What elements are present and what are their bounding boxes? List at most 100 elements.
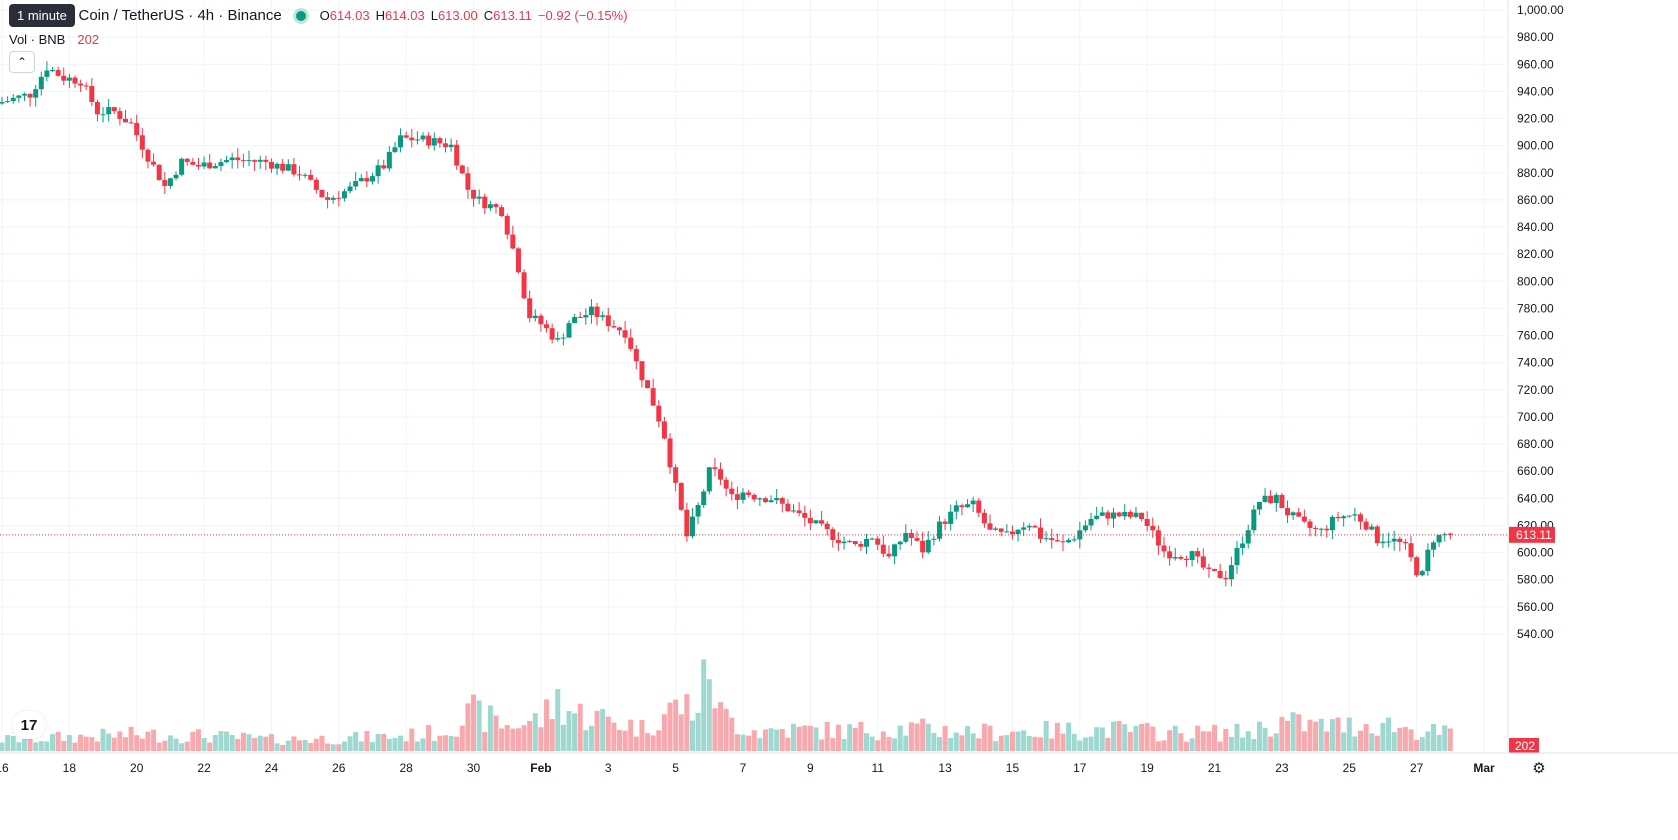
candle-body xyxy=(1032,525,1038,528)
candle-body xyxy=(1414,557,1420,576)
volume-bar xyxy=(903,735,909,751)
volume-bar xyxy=(1071,733,1077,751)
candle-body xyxy=(94,102,100,115)
volume-bar xyxy=(1088,736,1094,751)
volume-bar xyxy=(313,738,319,751)
candle-body xyxy=(847,541,853,543)
candle-body xyxy=(274,163,280,169)
candle-body xyxy=(1234,547,1240,566)
candle-body xyxy=(195,164,201,167)
last-price-badge[interactable] xyxy=(1509,526,1555,543)
tradingview-logo[interactable]: 17 xyxy=(12,711,46,739)
volume-bar xyxy=(1301,731,1307,751)
volume-bar xyxy=(953,732,959,751)
candle-body xyxy=(1447,533,1453,535)
candle-body xyxy=(117,111,123,119)
candle-body xyxy=(1122,511,1128,517)
volume-bar xyxy=(1290,712,1296,751)
collapse-legend-button[interactable]: ⌃ xyxy=(9,51,35,73)
volume-bar xyxy=(123,737,128,751)
candle-body xyxy=(364,178,370,182)
candle-body xyxy=(1212,568,1218,571)
volume-bar xyxy=(751,730,757,751)
candle-body xyxy=(482,196,488,209)
volume-bar xyxy=(1200,731,1206,751)
volume-bar xyxy=(633,736,639,751)
candle-body xyxy=(807,517,813,524)
candle-body xyxy=(370,176,375,182)
candle-body xyxy=(622,330,628,338)
market-status-icon[interactable] xyxy=(295,10,306,21)
volume-bar xyxy=(796,726,802,751)
symbol-legend: e Coin / TetherUS · 4h · Binance O614.03… xyxy=(8,7,628,24)
volume-bar xyxy=(128,726,134,751)
price-tick-label: 720.00 xyxy=(1517,383,1554,397)
time-tick-label: 11 xyxy=(871,761,884,775)
volume-bar xyxy=(1206,731,1212,751)
candle-body xyxy=(5,101,11,103)
volume-bar xyxy=(785,737,791,751)
volume-bar xyxy=(1329,719,1335,751)
candle-body xyxy=(1369,526,1375,530)
volume-bar xyxy=(1127,732,1133,751)
volume-bar xyxy=(201,738,207,751)
volume-bar xyxy=(521,725,527,751)
candle-body xyxy=(420,135,426,140)
last-volume-badge[interactable] xyxy=(1509,738,1539,753)
volume-bar xyxy=(426,724,432,751)
volume-bar xyxy=(824,721,830,751)
candle-body xyxy=(302,174,308,176)
time-tick-label: 3 xyxy=(605,761,612,775)
volume-bar xyxy=(976,738,982,751)
candle-body xyxy=(987,523,993,530)
time-axis[interactable]: 16 18 20 22 24 26 28 30 Feb 3 5 7 9 11 13 15 17 19 21 23 25 2… xyxy=(0,752,1678,775)
candle-body xyxy=(864,538,869,547)
candle-body xyxy=(1133,512,1139,517)
time-tick-label: 16 xyxy=(0,761,9,775)
candle-body xyxy=(297,174,303,176)
volume-bar xyxy=(948,738,954,751)
candle-body xyxy=(386,151,392,169)
volume-bar xyxy=(914,723,920,751)
candle-body xyxy=(914,538,920,541)
candle-body xyxy=(1043,538,1049,540)
volume-bar xyxy=(190,731,196,751)
volume-bar xyxy=(869,736,875,751)
symbol-title[interactable]: e Coin / TetherUS · 4h · Binance xyxy=(66,7,282,24)
candle-body xyxy=(1262,495,1268,502)
volume-bar xyxy=(207,742,213,751)
interval-tooltip: 1 minute xyxy=(9,4,75,27)
settings-gear-icon[interactable]: ⚙ xyxy=(1532,760,1546,777)
volume-bar xyxy=(1374,735,1380,751)
candle-body xyxy=(774,498,780,501)
candle-body xyxy=(1172,557,1178,559)
candle-body xyxy=(538,315,544,325)
price-axis[interactable]: 1,000.00 980.00 960.00 940.00 920.00 900.00 88… xyxy=(1507,0,1564,753)
candle-body xyxy=(858,543,864,547)
price-tick-label: 680.00 xyxy=(1517,437,1554,451)
volume-bar xyxy=(723,708,729,751)
time-tick-label: 26 xyxy=(332,761,346,775)
volume-bar xyxy=(1408,729,1414,751)
volume-label[interactable]: Vol · BNB xyxy=(9,32,66,47)
candle-body xyxy=(645,380,651,389)
candle-body xyxy=(1436,534,1442,543)
volume-bar xyxy=(1094,727,1100,751)
close-value: 613.11 xyxy=(493,8,532,23)
volume-bar xyxy=(1161,740,1167,751)
volume-bar xyxy=(746,735,752,751)
price-tick-label: 660.00 xyxy=(1517,464,1554,478)
candle-body xyxy=(650,388,656,406)
volume-bar xyxy=(66,735,72,751)
candle-body xyxy=(128,122,134,124)
volume-bar xyxy=(880,731,886,751)
time-tick-label: 19 xyxy=(1141,761,1155,775)
volume-bar xyxy=(1419,737,1425,751)
candle-body xyxy=(414,139,420,141)
price-tick-label: 880.00 xyxy=(1517,166,1554,180)
volume-bar xyxy=(830,738,836,751)
volume-bar xyxy=(375,734,381,751)
volume-bar xyxy=(1049,738,1055,751)
